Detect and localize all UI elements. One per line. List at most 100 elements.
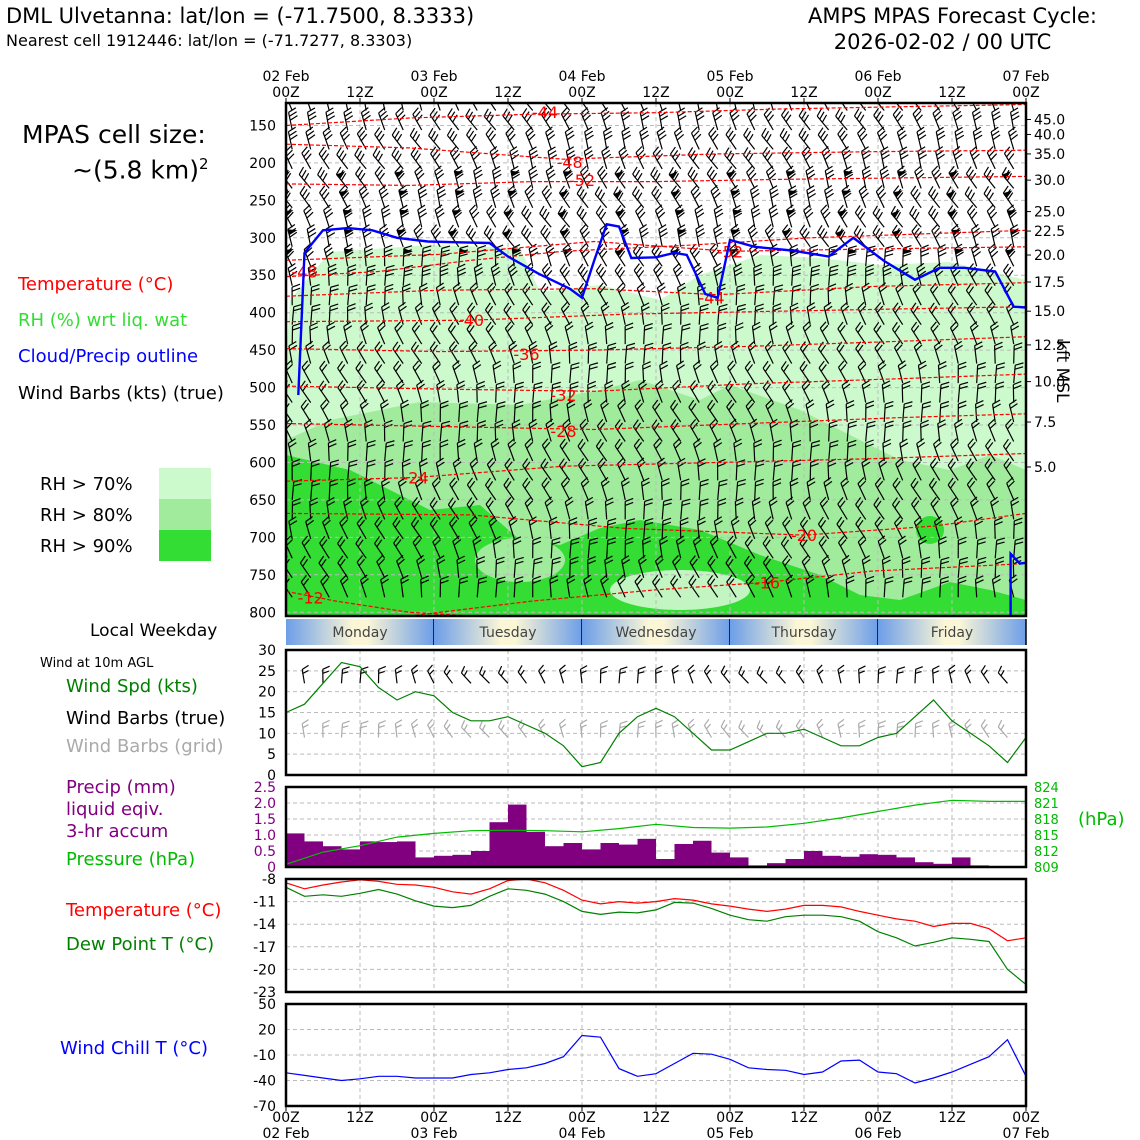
upper-wind-barb bbox=[872, 205, 885, 228]
grid-wind-barb bbox=[997, 719, 1008, 738]
cloud-outline bbox=[297, 222, 1026, 396]
upper-wind-barb bbox=[670, 185, 682, 209]
upper-wind-barb bbox=[920, 401, 932, 423]
upper-wind-barb bbox=[291, 497, 301, 520]
precip-bar bbox=[304, 841, 323, 867]
wind-speed-legend: Wind Spd (kts) bbox=[66, 676, 198, 697]
upper-wind-barb bbox=[865, 420, 876, 442]
upper-wind-barb bbox=[355, 166, 367, 189]
upper-wind-barb bbox=[881, 555, 891, 578]
true-wind-barb bbox=[599, 665, 609, 684]
upper-wind-barb bbox=[947, 458, 959, 481]
upper-wind-barb bbox=[509, 146, 520, 170]
upper-wind-barb bbox=[854, 205, 867, 228]
upper-wind-barb bbox=[713, 204, 724, 228]
weekday-name: Wednesday bbox=[615, 625, 696, 641]
upper-wind-barb bbox=[616, 103, 626, 111]
upper-wind-barb bbox=[828, 264, 839, 286]
upper-wind-barb bbox=[855, 321, 867, 345]
grid-wind-barb bbox=[340, 720, 350, 738]
upper-wind-barb bbox=[917, 535, 927, 559]
upper-wind-barb bbox=[801, 379, 811, 403]
upper-wind-barb bbox=[769, 418, 779, 442]
y-tick-label: 5 bbox=[267, 747, 276, 763]
temperature-contour-label: -12 bbox=[298, 588, 324, 607]
upper-wind-barb bbox=[733, 263, 743, 286]
upper-wind-barb bbox=[319, 185, 330, 209]
upper-wind-barb bbox=[660, 478, 670, 500]
upper-wind-barb bbox=[301, 360, 312, 384]
upper-wind-barb bbox=[754, 478, 764, 500]
upper-wind-barb bbox=[954, 418, 963, 442]
panel-frame bbox=[284, 648, 1028, 777]
upper-wind-barb bbox=[643, 517, 654, 539]
upper-wind-barb bbox=[947, 205, 959, 228]
pressure-tick-label: 809 bbox=[1034, 861, 1059, 876]
upper-wind-barb bbox=[933, 340, 943, 364]
upper-wind-barb bbox=[318, 555, 330, 579]
upper-wind-barb bbox=[687, 166, 700, 189]
upper-wind-barb bbox=[362, 103, 367, 111]
upper-wind-barb bbox=[360, 321, 369, 345]
true-wind-barb bbox=[394, 665, 403, 684]
upper-wind-barb bbox=[524, 184, 535, 209]
upper-wind-barb bbox=[713, 103, 719, 111]
upper-wind-barb bbox=[325, 107, 336, 131]
top-hour-label: 12Z bbox=[494, 85, 521, 101]
upper-wind-barb bbox=[828, 420, 838, 442]
top-hour-label: 12Z bbox=[346, 85, 373, 101]
upper-wind-barb bbox=[365, 459, 376, 481]
upper-wind-barb bbox=[986, 301, 996, 325]
upper-wind-barb bbox=[857, 477, 867, 501]
upper-wind-barb bbox=[488, 515, 498, 540]
upper-wind-barb bbox=[469, 457, 479, 481]
upper-wind-barb bbox=[785, 496, 795, 520]
upper-wind-barb bbox=[299, 555, 312, 579]
upper-wind-barb bbox=[780, 360, 793, 384]
upper-wind-barb bbox=[304, 103, 312, 111]
wind-panel: 0 5 10 15 20 25 30 bbox=[258, 643, 1028, 784]
upper-wind-barb bbox=[504, 321, 515, 345]
upper-wind-barb bbox=[713, 516, 723, 540]
upper-wind-barb bbox=[747, 515, 757, 540]
upper-wind-barb bbox=[765, 399, 775, 423]
precip-bar bbox=[360, 841, 379, 867]
upper-wind-barb bbox=[360, 107, 371, 131]
upper-wind-barb bbox=[562, 418, 572, 442]
upper-wind-barb bbox=[742, 147, 756, 170]
y-tick-label: -23 bbox=[253, 985, 276, 1001]
true-wind-barb bbox=[340, 666, 350, 684]
upper-wind-barb bbox=[587, 556, 596, 578]
upper-wind-barb bbox=[781, 224, 793, 248]
weekday-name: Thursday bbox=[770, 625, 836, 641]
upper-wind-barb bbox=[698, 478, 709, 500]
upper-wind-barb bbox=[624, 361, 634, 384]
upper-wind-barb bbox=[468, 204, 480, 228]
upper-wind-barb bbox=[528, 165, 539, 189]
y-tick-label: 10 bbox=[258, 726, 276, 742]
upper-wind-barb bbox=[421, 439, 431, 462]
upper-wind-barb bbox=[791, 264, 802, 286]
upper-wind-barb bbox=[763, 107, 775, 131]
upper-wind-barb bbox=[393, 535, 404, 559]
grid-wind-barb bbox=[877, 720, 887, 738]
upper-wind-barb bbox=[858, 184, 869, 209]
temperature-contour-label: -28 bbox=[550, 422, 576, 441]
upper-wind-barb bbox=[939, 381, 950, 403]
upper-wind-barb bbox=[305, 126, 316, 150]
bottom-date-label: 07 Feb bbox=[1002, 1126, 1049, 1140]
upper-wind-barb bbox=[653, 438, 663, 462]
upper-wind-barb bbox=[564, 126, 575, 150]
upper-wind-barb bbox=[809, 440, 821, 462]
upper-wind-barb bbox=[532, 556, 543, 578]
upper-wind-barb bbox=[846, 245, 858, 267]
upper-wind-barb bbox=[521, 205, 534, 228]
pressure-tick-label: 750 bbox=[249, 568, 276, 584]
upper-wind-barb bbox=[633, 438, 645, 462]
upper-wind-barb bbox=[384, 283, 394, 306]
precip-bar bbox=[452, 854, 471, 867]
upper-wind-barb bbox=[802, 496, 812, 520]
y-tick-label: 20 bbox=[258, 1023, 276, 1039]
upper-wind-barb bbox=[744, 535, 756, 559]
upper-wind-barb bbox=[680, 478, 690, 500]
